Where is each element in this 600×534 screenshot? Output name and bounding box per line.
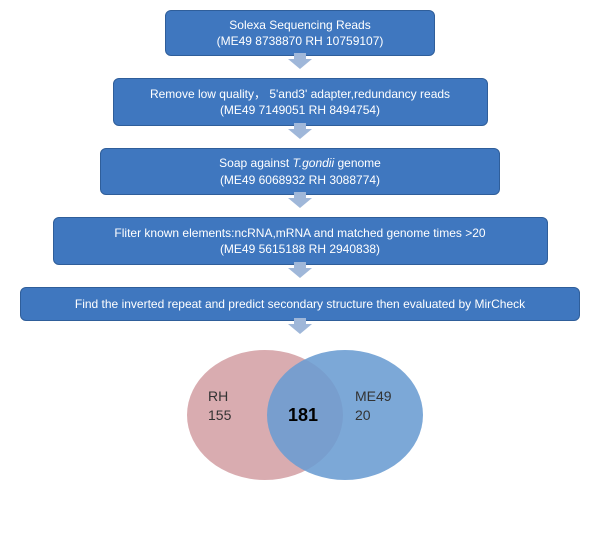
flow-step-3: Soap against T.gondii genome(ME49 606893… (100, 148, 500, 194)
flow-step-title: Solexa Sequencing Reads (229, 17, 370, 33)
flowchart: Solexa Sequencing Reads(ME49 8738870 RH … (0, 0, 600, 485)
venn-diagram: RH155 ME4920 181 (170, 345, 430, 485)
flow-step-1: Solexa Sequencing Reads(ME49 8738870 RH … (165, 10, 435, 56)
venn-label-right: ME4920 (355, 387, 392, 425)
venn-right-name: ME49 (355, 387, 392, 406)
flow-step-counts: (ME49 6068932 RH 3088774) (220, 172, 380, 188)
flow-step-title: Find the inverted repeat and predict sec… (75, 296, 525, 312)
flow-step-title: Remove low quality， 5'and3' adapter,redu… (150, 86, 450, 102)
flow-step-title: Fliter known elements:ncRNA,mRNA and mat… (114, 225, 485, 241)
flow-step-counts: (ME49 5615188 RH 2940838) (220, 241, 380, 257)
flow-step-5: Find the inverted repeat and predict sec… (20, 287, 580, 321)
venn-left-value: 155 (208, 406, 231, 425)
venn-right-value: 20 (355, 406, 392, 425)
venn-overlap-value: 181 (288, 405, 318, 426)
flow-step-title: Soap against T.gondii genome (219, 155, 381, 171)
flow-step-counts: (ME49 7149051 RH 8494754) (220, 102, 380, 118)
flow-step-counts: (ME49 8738870 RH 10759107) (217, 33, 384, 49)
flow-step-4: Fliter known elements:ncRNA,mRNA and mat… (53, 217, 548, 265)
venn-label-left: RH155 (208, 387, 231, 425)
venn-left-name: RH (208, 387, 231, 406)
flow-step-2: Remove low quality， 5'and3' adapter,redu… (113, 78, 488, 126)
